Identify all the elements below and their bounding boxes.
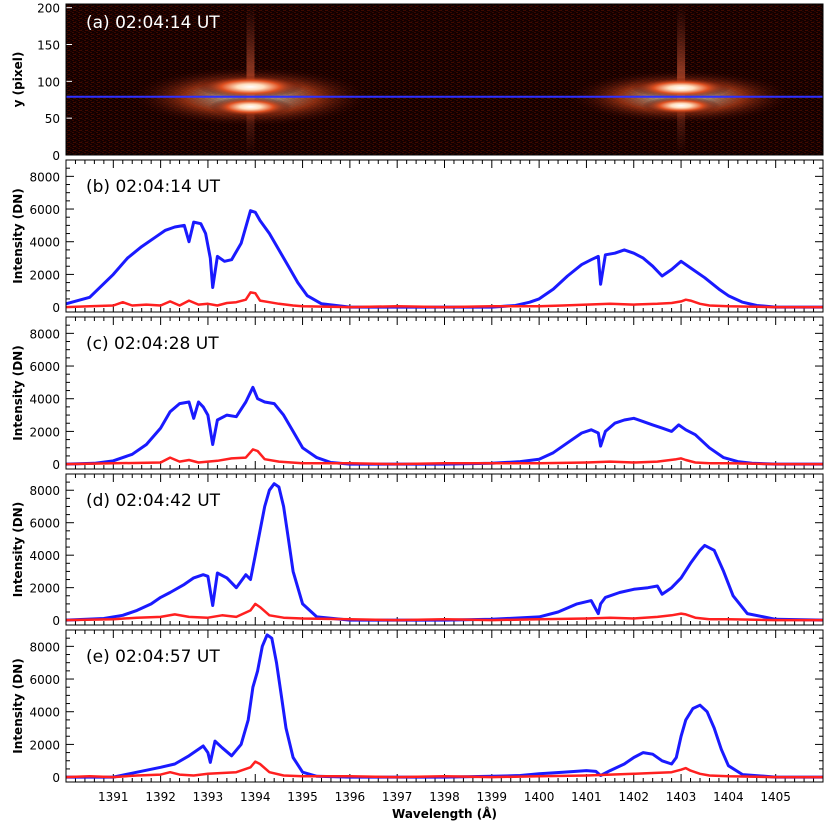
ytick-label: 2000 — [29, 425, 60, 439]
ytick-label: 8000 — [29, 484, 60, 498]
xtick-label: 1400 — [524, 790, 555, 804]
series-line-red — [65, 448, 823, 466]
bright-region — [197, 75, 304, 99]
xtick-label: 1404 — [713, 790, 744, 804]
panel-a-ylabel: y (pixel) — [11, 52, 25, 108]
xtick-label: 1403 — [666, 790, 697, 804]
xtick-label: 1397 — [382, 790, 413, 804]
series-line-red — [65, 291, 823, 309]
xtick-label: 1398 — [429, 790, 460, 804]
panel-b-ylabel: Intensity (DN) — [11, 188, 25, 283]
series-line-red — [65, 602, 823, 622]
panel-frame — [65, 316, 824, 470]
panel-frame — [65, 629, 824, 783]
panel-frame — [65, 159, 824, 313]
ytick-label: 6000 — [29, 673, 60, 687]
panel-c: 0 2000 4000 6000 8000 (c) 02:04:28 UT Intensit… — [11, 316, 824, 472]
panel-background — [66, 474, 823, 625]
ytick-label: 0 — [52, 149, 60, 163]
series-line-blue — [65, 482, 824, 622]
panel-e-label: (e) 02:04:57 UT — [86, 647, 220, 667]
ytick-label: 0 — [52, 771, 60, 785]
xtick-label: 1391 — [98, 790, 129, 804]
xtick-label: 1405 — [760, 790, 791, 804]
ytick-label: 50 — [45, 112, 60, 126]
ytick-label: 150 — [37, 39, 60, 53]
bright-region — [208, 96, 293, 117]
x-axis-title: Wavelength (Å) — [392, 806, 497, 821]
panel-a-spectrogram: (a) 02:04:14 UT y (pixel) 0 50 100 150 200 — [11, 2, 823, 163]
ytick-label: 6000 — [29, 360, 60, 374]
ytick-label: 4000 — [29, 236, 60, 250]
ytick-label: 2000 — [29, 268, 60, 282]
ytick-label: 2000 — [29, 582, 60, 596]
ytick-label: 4000 — [29, 706, 60, 720]
panel-a-label: (a) 02:04:14 UT — [86, 13, 220, 33]
series-line-red — [65, 760, 823, 779]
ytick-label: 8000 — [29, 640, 60, 654]
ytick-label: 8000 — [29, 327, 60, 341]
ytick-label: 6000 — [29, 517, 60, 531]
panel-background — [66, 160, 823, 312]
panel-background — [66, 317, 823, 469]
panel-e: 0 2000 4000 6000 8000 (e) 02:04:57 UT Intensit… — [11, 629, 824, 785]
x-axis: 1391 1392 1393 1394 1395 1396 1397 1398 1399 1400… — [98, 790, 791, 804]
panel-c-label: (c) 02:04:28 UT — [86, 334, 219, 354]
panel-frame — [65, 473, 824, 626]
ytick-label: 2000 — [29, 738, 60, 752]
panel-a-frame — [65, 3, 824, 156]
panel-e-ylabel: Intensity (DN) — [11, 658, 25, 753]
panel-b-label: (b) 02:04:14 UT — [86, 177, 221, 197]
xtick-label: 1392 — [145, 790, 176, 804]
panel-d-ylabel: Intensity (DN) — [11, 502, 25, 597]
line-panels: 0 2000 4000 6000 8000 (b) 02:04:14 UT Intensit… — [11, 159, 824, 785]
ytick-label: 4000 — [29, 393, 60, 407]
bright-region — [631, 77, 731, 99]
xtick-label: 1401 — [571, 790, 602, 804]
bright-region — [642, 96, 721, 115]
ytick-label: 4000 — [29, 549, 60, 563]
ytick-label: 6000 — [29, 203, 60, 217]
ytick-label: 0 — [52, 458, 60, 472]
ytick-label: 0 — [52, 301, 60, 315]
xtick-label: 1393 — [193, 790, 224, 804]
xtick-label: 1396 — [335, 790, 366, 804]
xtick-label: 1399 — [477, 790, 508, 804]
xtick-label: 1394 — [240, 790, 271, 804]
panel-c-ylabel: Intensity (DN) — [11, 345, 25, 440]
xtick-label: 1395 — [287, 790, 318, 804]
ytick-label: 0 — [52, 614, 60, 628]
ytick-label: 8000 — [29, 170, 60, 184]
panel-b: 0 2000 4000 6000 8000 (b) 02:04:14 UT Intensit… — [11, 159, 824, 315]
ytick-label: 100 — [37, 75, 60, 89]
panel-d: 0 2000 4000 6000 8000 (d) 02:04:42 UT Intensit… — [11, 473, 824, 628]
panel-d-label: (d) 02:04:42 UT — [86, 491, 221, 511]
xtick-label: 1402 — [618, 790, 649, 804]
ytick-label: 200 — [37, 2, 60, 16]
panel-a-yticks: 0 50 100 150 200 — [37, 2, 72, 163]
